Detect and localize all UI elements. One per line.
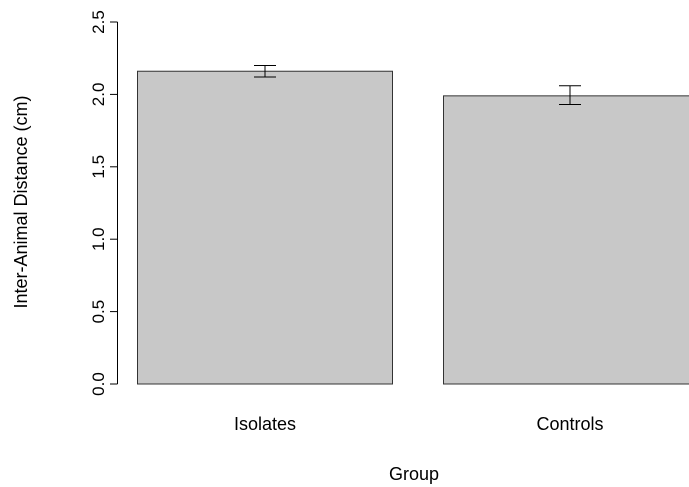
x-tick-labels: Isolates Controls bbox=[234, 414, 604, 434]
y-tick-label: 2.5 bbox=[89, 10, 108, 34]
error-bar-controls bbox=[559, 85, 581, 106]
y-axis: 0.0 0.5 1.0 1.5 2.0 2.5 bbox=[89, 10, 118, 396]
error-bar-isolates bbox=[254, 64, 276, 78]
error-bars-group bbox=[254, 64, 581, 106]
y-tick-label: 0.5 bbox=[89, 300, 108, 324]
y-tick-label: 1.0 bbox=[89, 227, 108, 251]
y-axis-label: Inter-Animal Distance (cm) bbox=[11, 95, 31, 308]
y-tick-label: 1.5 bbox=[89, 155, 108, 179]
x-tick-label-isolates: Isolates bbox=[234, 414, 296, 434]
y-tick-label: 0.0 bbox=[89, 372, 108, 396]
y-tick-label: 2.0 bbox=[89, 83, 108, 107]
bars-group bbox=[137, 70, 689, 385]
x-axis-label: Group bbox=[389, 464, 439, 484]
bar-isolates bbox=[137, 70, 393, 385]
bar-controls bbox=[443, 95, 689, 385]
x-tick-label-controls: Controls bbox=[536, 414, 603, 434]
